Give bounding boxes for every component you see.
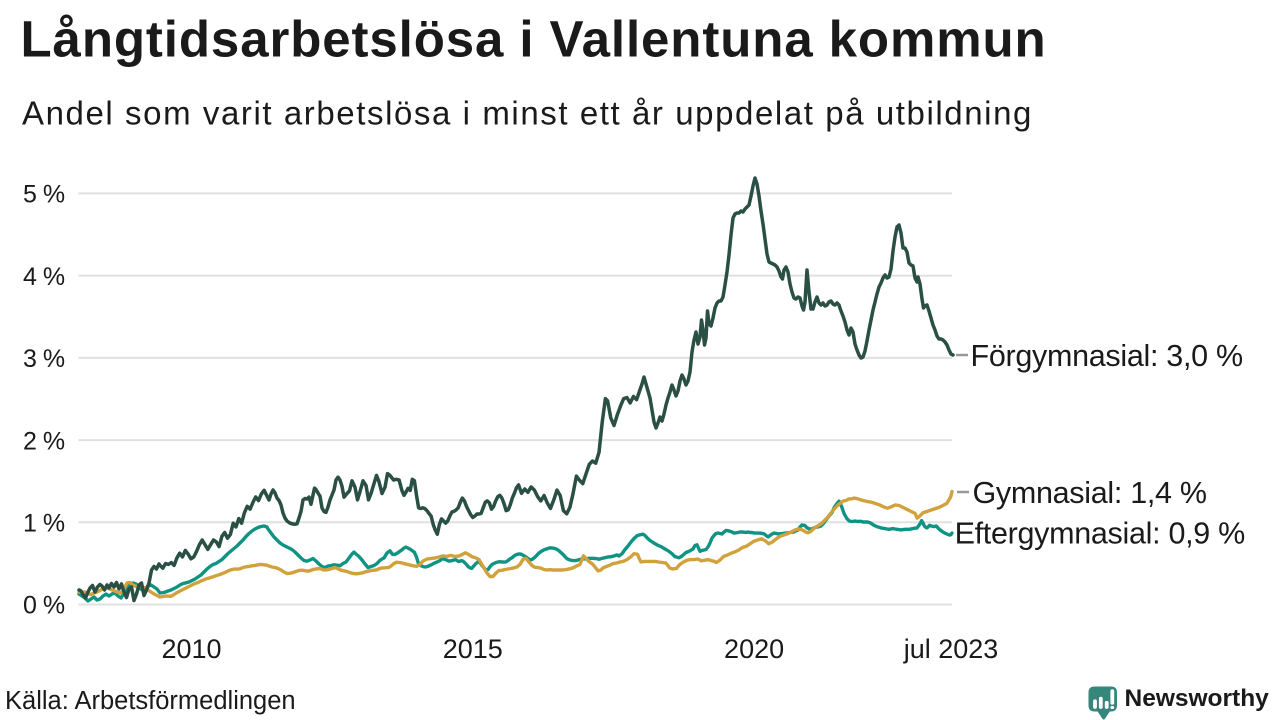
svg-text:Eftergymnasial: 0,9 %: Eftergymnasial: 0,9 % [955,516,1246,550]
svg-text:Källa: Arbetsförmedlingen: Källa: Arbetsförmedlingen [5,687,296,715]
svg-text:0 %: 0 % [23,592,65,620]
svg-text:Andel som varit arbetslösa i m: Andel som varit arbetslösa i minst ett å… [22,95,1033,132]
svg-text:Gymnasial: 1,4 %: Gymnasial: 1,4 % [973,476,1207,510]
svg-text:2 %: 2 % [23,427,65,455]
svg-text:4 %: 4 % [23,263,65,291]
svg-text:Långtidsarbetslösa i Vallentun: Långtidsarbetslösa i Vallentuna kommun [21,11,1047,68]
svg-text:jul 2023: jul 2023 [903,634,999,664]
svg-text:Newsworthy: Newsworthy [1125,685,1270,712]
svg-text:2010: 2010 [161,634,221,664]
svg-text:2020: 2020 [724,634,784,664]
svg-text:1 %: 1 % [23,510,65,538]
svg-text:3 %: 3 % [23,345,65,373]
svg-text:Förgymnasial: 3,0 %: Förgymnasial: 3,0 % [971,339,1243,373]
svg-text:5 %: 5 % [23,181,65,209]
svg-text:2015: 2015 [443,634,503,664]
